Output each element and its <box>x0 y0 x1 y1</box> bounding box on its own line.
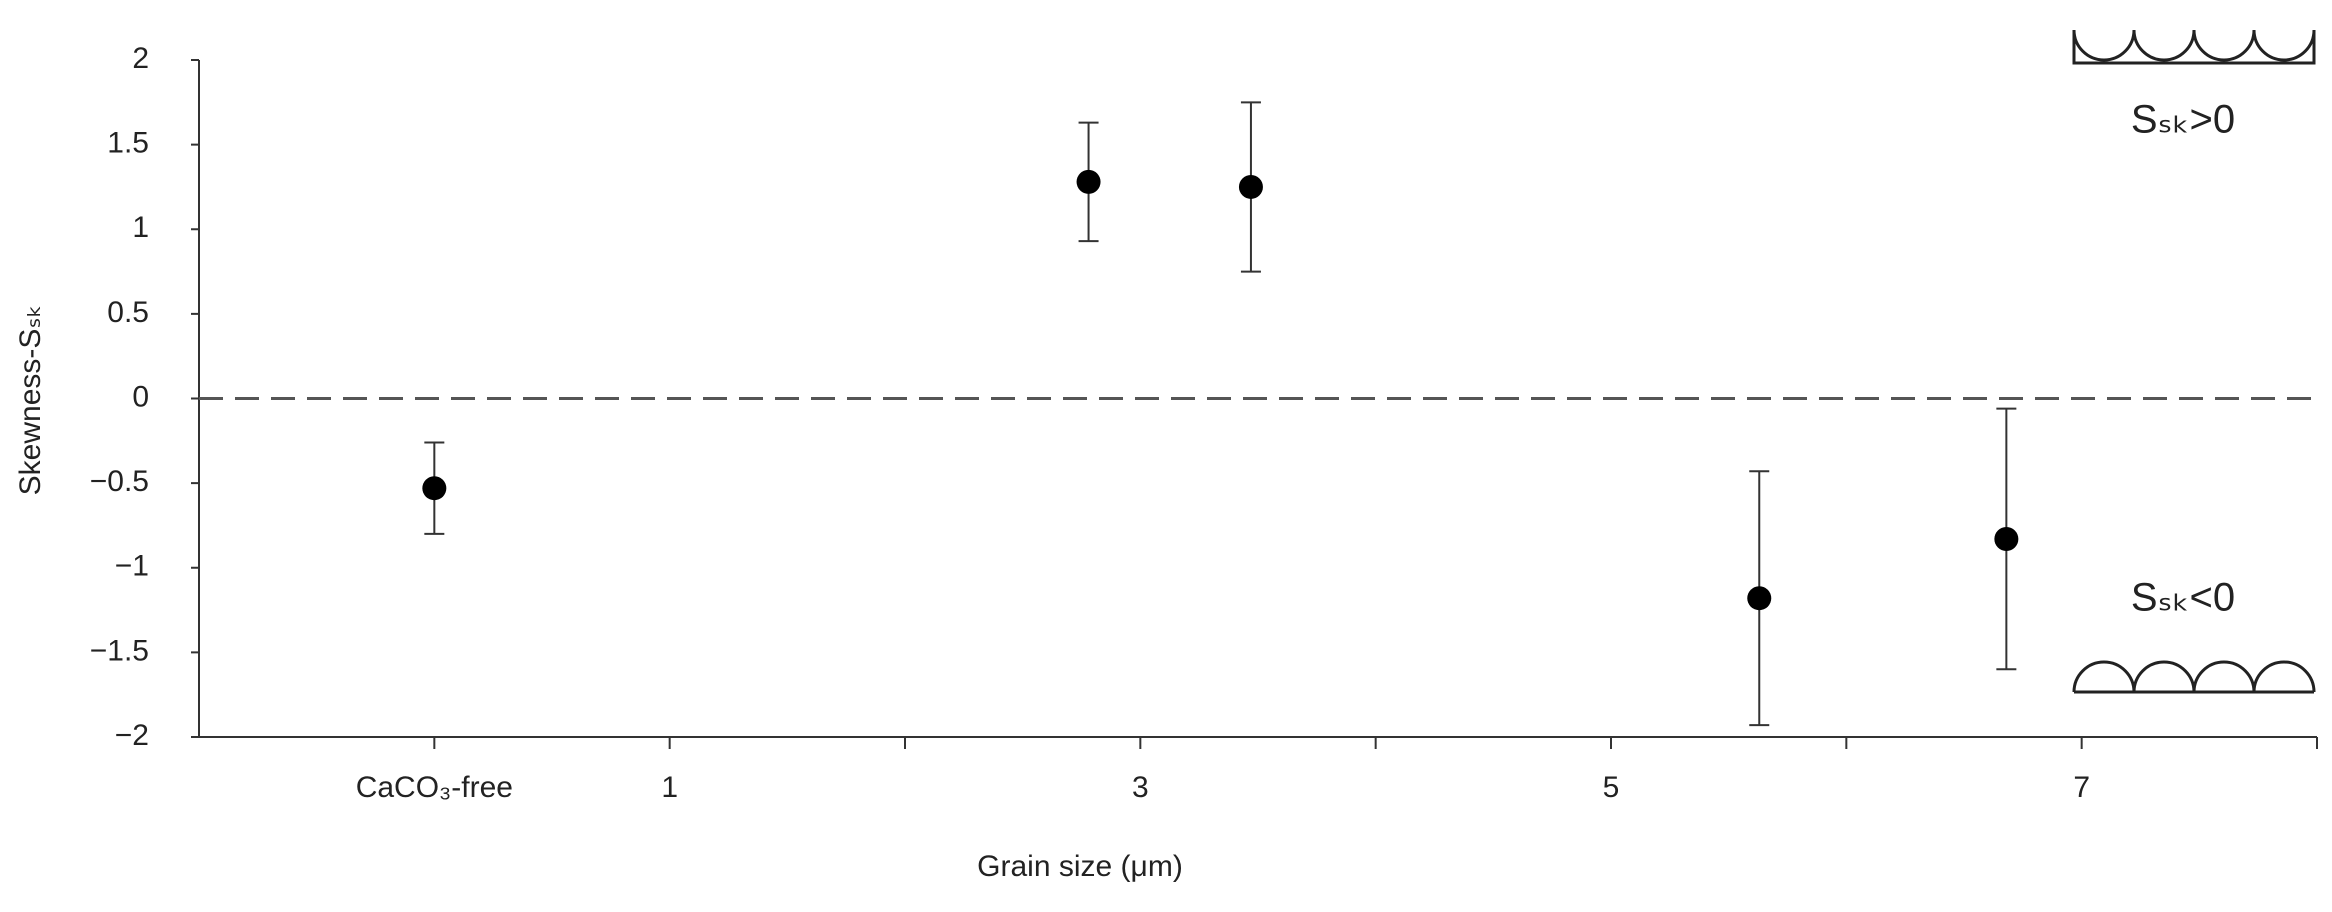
y-tick-label: −2 <box>115 719 149 752</box>
x-tick-label: 7 <box>2073 771 2090 804</box>
point <box>422 476 447 501</box>
point <box>1747 586 1772 611</box>
x-tick-label: CaCO₃-free <box>356 771 513 804</box>
y-axis-label: Skewness-Sₛₖ <box>14 305 47 496</box>
y-tick-label: 0.5 <box>107 296 149 329</box>
concave-icon <box>2072 29 2316 65</box>
x-tick-label: 3 <box>1132 771 1149 804</box>
y-tick-label: 0 <box>132 380 149 413</box>
point <box>1076 169 1101 194</box>
y-tick-label: −1 <box>115 550 149 583</box>
y-tick-label: 2 <box>132 42 149 75</box>
y-tick-label: −1.5 <box>90 634 149 667</box>
convex-icon <box>2072 660 2316 694</box>
point <box>1238 174 1263 199</box>
x-axis-label: Grain size (μm) <box>977 850 1183 883</box>
annotation: Sₛₖ>0 <box>2131 98 2235 142</box>
point <box>1994 526 2019 551</box>
x-tick-label: 1 <box>661 771 678 804</box>
y-tick-label: 1 <box>132 211 149 244</box>
y-tick-label: −0.5 <box>90 465 149 498</box>
annotation: Sₛₖ<0 <box>2131 576 2235 620</box>
y-tick-label: 1.5 <box>107 127 149 160</box>
x-tick-label: 5 <box>1603 771 1620 804</box>
